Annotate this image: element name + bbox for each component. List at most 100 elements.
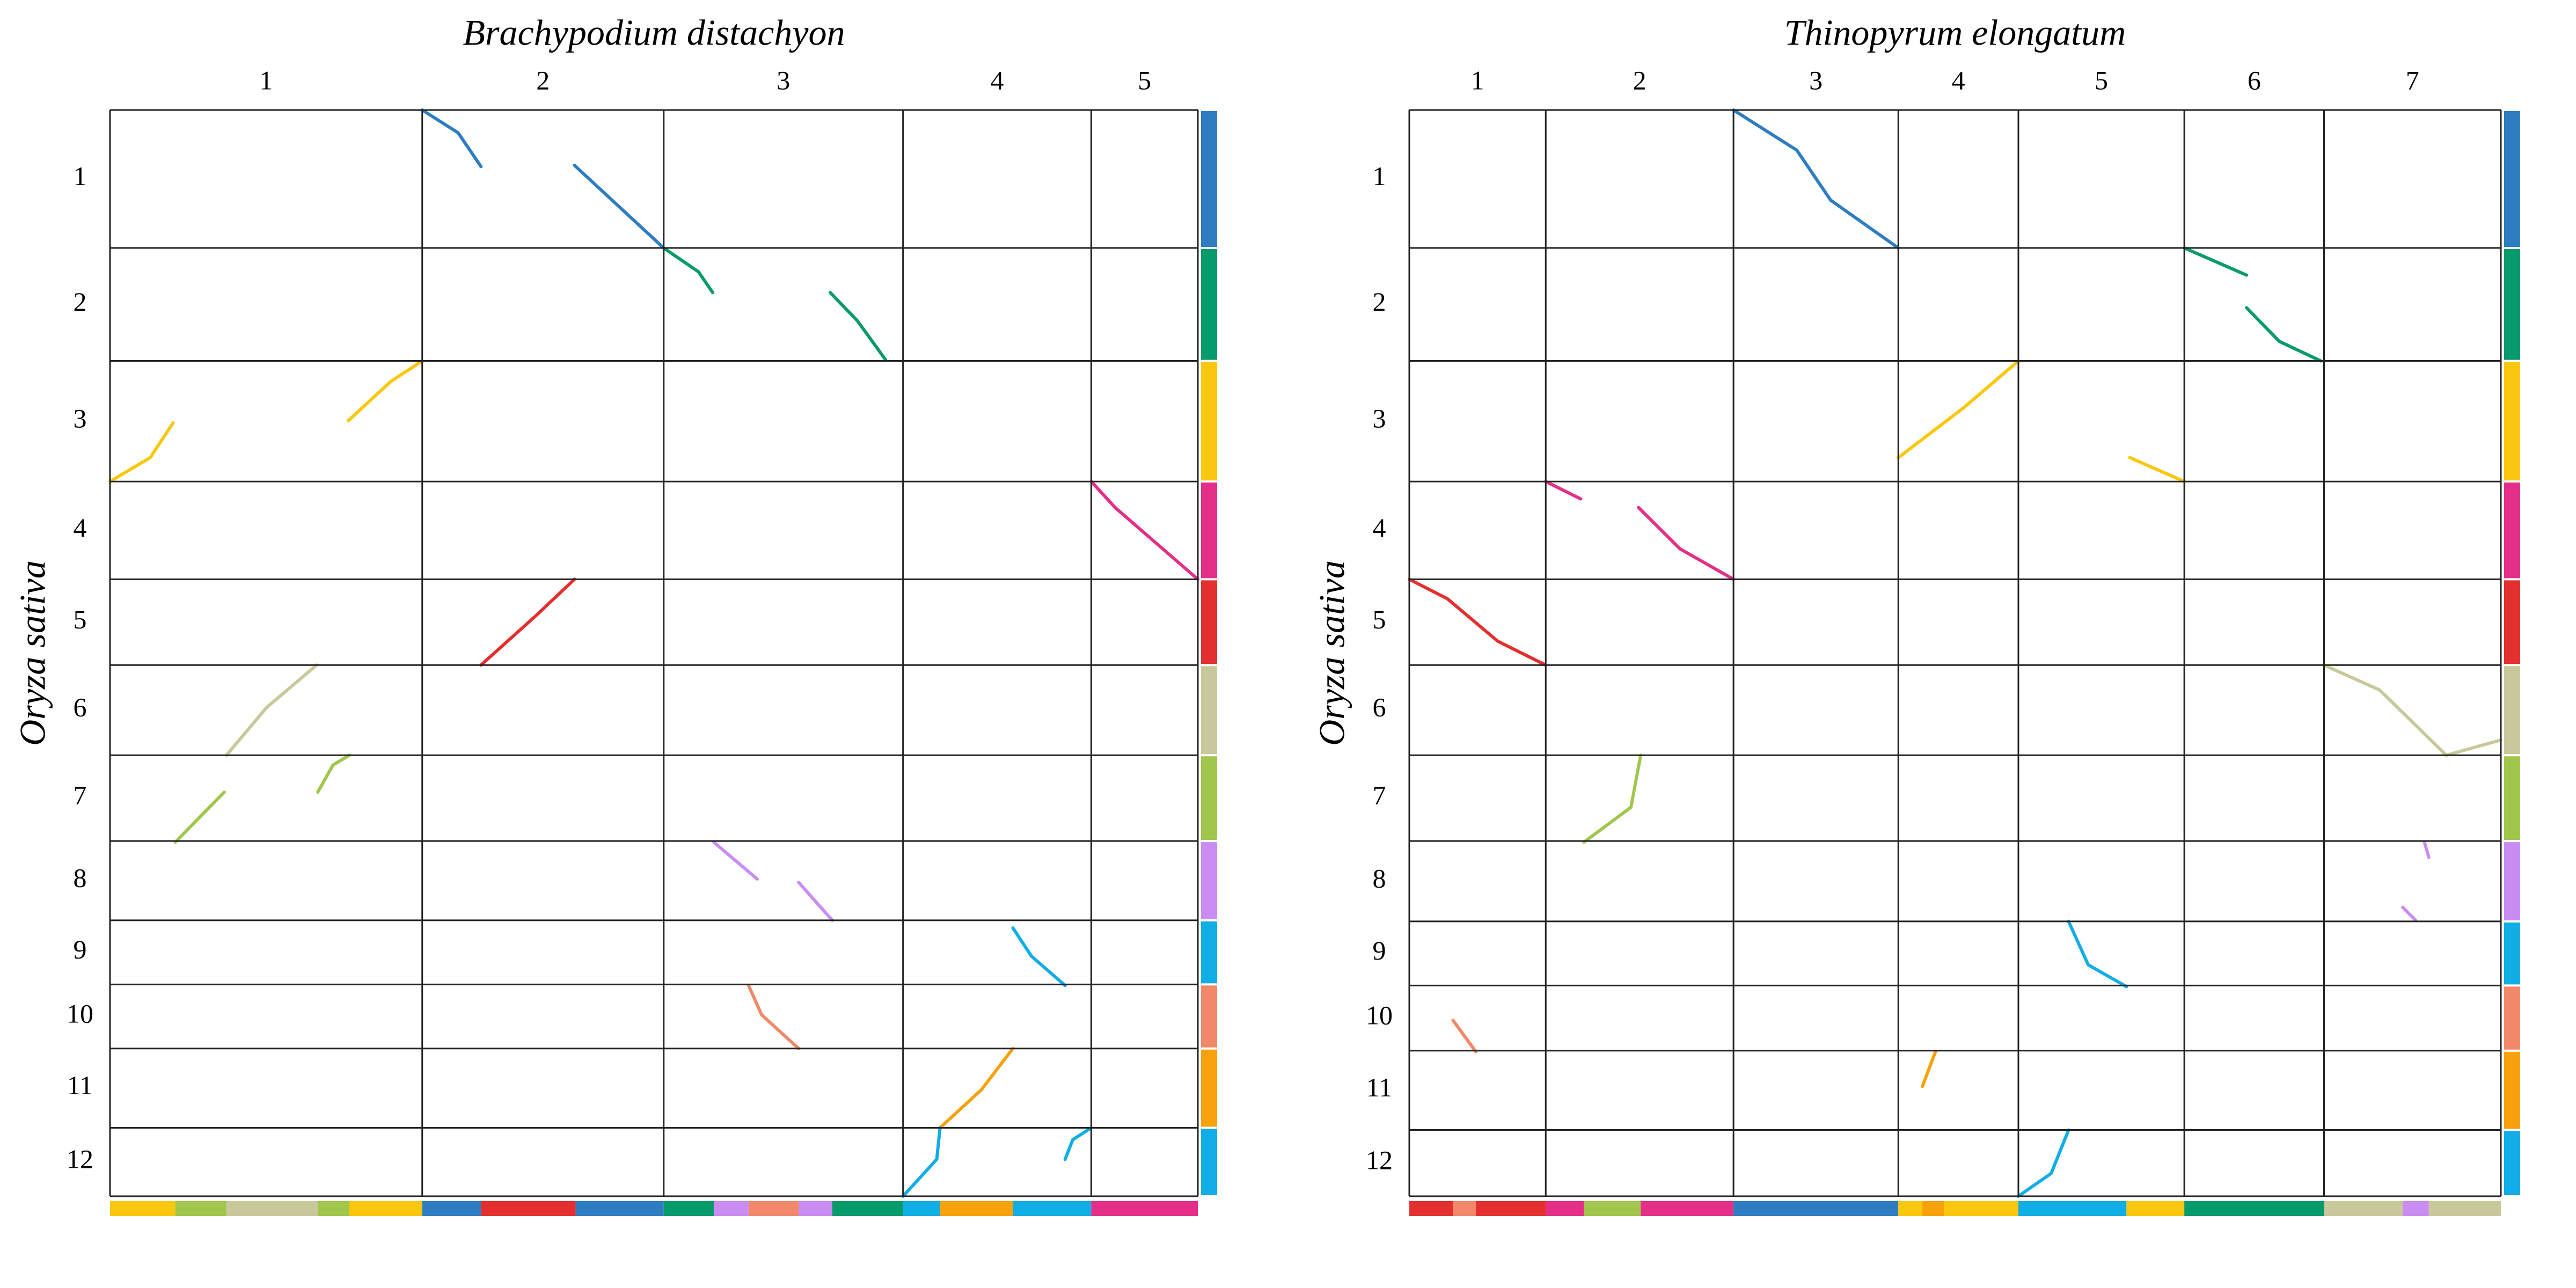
x-tick-label: 4 xyxy=(1952,65,1965,95)
y-tick-label: 11 xyxy=(67,1070,93,1100)
y-color-bar xyxy=(1201,580,1217,664)
x-color-band xyxy=(1584,1201,1641,1216)
synteny-segment xyxy=(2322,663,2502,757)
y-color-bar xyxy=(2504,922,2520,985)
chart-title: Thinopyrum elongatum xyxy=(1784,12,2126,53)
x-color-band xyxy=(2184,1201,2324,1216)
x-tick-label: 5 xyxy=(1138,65,1151,95)
y-tick-label: 5 xyxy=(1373,604,1386,634)
x-tick-label: 2 xyxy=(536,65,550,95)
synteny-segment xyxy=(1637,506,1736,581)
y-tick-label: 11 xyxy=(1366,1072,1392,1102)
y-color-bar xyxy=(1201,756,1217,840)
y-color-bar xyxy=(1201,842,1217,919)
y-color-bar xyxy=(2504,482,2520,579)
x-color-band xyxy=(1546,1201,1584,1216)
x-color-band xyxy=(903,1201,940,1216)
x-color-band xyxy=(349,1201,422,1216)
synteny-segment xyxy=(1089,480,1199,581)
x-color-band xyxy=(2324,1201,2403,1216)
synteny-segment xyxy=(712,840,759,881)
x-color-band xyxy=(1641,1201,1734,1216)
synteny-segment xyxy=(573,164,665,250)
synteny-segment xyxy=(1920,1050,1937,1088)
x-color-band xyxy=(1898,1201,1922,1216)
synteny-segment xyxy=(797,881,834,922)
synteny-segment xyxy=(1408,577,1548,667)
synteny-segment xyxy=(1011,926,1067,987)
y-color-bar xyxy=(2504,580,2520,664)
x-color-band xyxy=(940,1201,1013,1216)
y-tick-label: 3 xyxy=(74,403,87,433)
y-axis-label: Oryza sativa xyxy=(1312,560,1352,746)
x-color-band xyxy=(713,1201,749,1216)
x-color-band xyxy=(832,1201,903,1216)
y-tick-label: 5 xyxy=(74,604,87,634)
y-tick-label: 12 xyxy=(1366,1145,1393,1175)
synteny-segment xyxy=(2245,306,2323,363)
synteny-segment xyxy=(2016,1128,2070,1198)
y-color-bar xyxy=(2504,986,2520,1050)
synteny-segment xyxy=(662,246,714,295)
y-color-bar xyxy=(2504,1051,2520,1129)
y-color-bar xyxy=(1201,1129,1217,1195)
y-color-bar xyxy=(2504,249,2520,360)
x-tick-label: 6 xyxy=(2248,65,2261,95)
synteny-segment xyxy=(316,753,351,794)
y-color-bar xyxy=(2504,1131,2520,1195)
x-color-band xyxy=(2428,1201,2501,1216)
y-tick-label: 9 xyxy=(1373,935,1386,965)
x-color-band xyxy=(748,1201,799,1216)
x-color-band xyxy=(1091,1201,1198,1216)
x-tick-label: 7 xyxy=(2406,65,2419,95)
y-tick-label: 2 xyxy=(1373,287,1386,317)
synteny-segment xyxy=(2183,246,2249,277)
synteny-segment xyxy=(938,1046,1015,1130)
y-tick-label: 1 xyxy=(74,161,87,191)
x-tick-label: 5 xyxy=(2095,65,2108,95)
y-color-bar xyxy=(1201,666,1217,755)
synteny-segment xyxy=(224,663,319,757)
y-tick-label: 8 xyxy=(74,862,87,892)
x-color-band xyxy=(2402,1201,2429,1216)
x-color-band xyxy=(2126,1201,2185,1216)
x-tick-label: 1 xyxy=(259,65,273,95)
y-color-bar xyxy=(1201,249,1217,360)
y-tick-label: 3 xyxy=(1373,403,1386,433)
y-color-bar xyxy=(2504,666,2520,755)
y-tick-label: 6 xyxy=(74,692,87,722)
x-tick-label: 3 xyxy=(1809,65,1823,95)
x-color-band xyxy=(1733,1201,1899,1216)
synteny-segment xyxy=(2067,919,2128,989)
synteny-segment xyxy=(1582,753,1643,844)
y-color-bar xyxy=(2504,362,2520,481)
synteny-segment xyxy=(901,1126,942,1198)
x-color-band xyxy=(110,1201,175,1216)
x-color-band xyxy=(2018,1201,2127,1216)
y-tick-label: 10 xyxy=(67,998,93,1028)
y-tick-label: 9 xyxy=(74,934,87,964)
y-color-bar xyxy=(1201,362,1217,481)
x-color-band xyxy=(1476,1201,1546,1216)
synteny-segment xyxy=(1897,359,2020,459)
y-color-bar xyxy=(1201,111,1217,247)
y-tick-label: 10 xyxy=(1366,1000,1393,1030)
x-tick-label: 3 xyxy=(777,65,790,95)
x-tick-label: 4 xyxy=(991,65,1004,95)
x-color-band xyxy=(1409,1201,1453,1216)
x-color-band xyxy=(226,1201,318,1216)
x-color-band xyxy=(1013,1201,1092,1216)
y-tick-label: 6 xyxy=(1373,692,1386,722)
y-color-bar xyxy=(1201,921,1217,984)
x-color-band xyxy=(799,1201,832,1216)
synteny-segment xyxy=(2128,456,2186,484)
y-tick-label: 4 xyxy=(74,513,87,543)
synteny-segment xyxy=(346,359,424,422)
synteny-segment xyxy=(173,791,226,844)
x-color-band xyxy=(318,1201,349,1216)
x-tick-label: 2 xyxy=(1633,65,1646,95)
synteny-segment xyxy=(2401,905,2418,922)
synteny-segment xyxy=(479,577,576,667)
y-tick-label: 4 xyxy=(1373,513,1386,543)
